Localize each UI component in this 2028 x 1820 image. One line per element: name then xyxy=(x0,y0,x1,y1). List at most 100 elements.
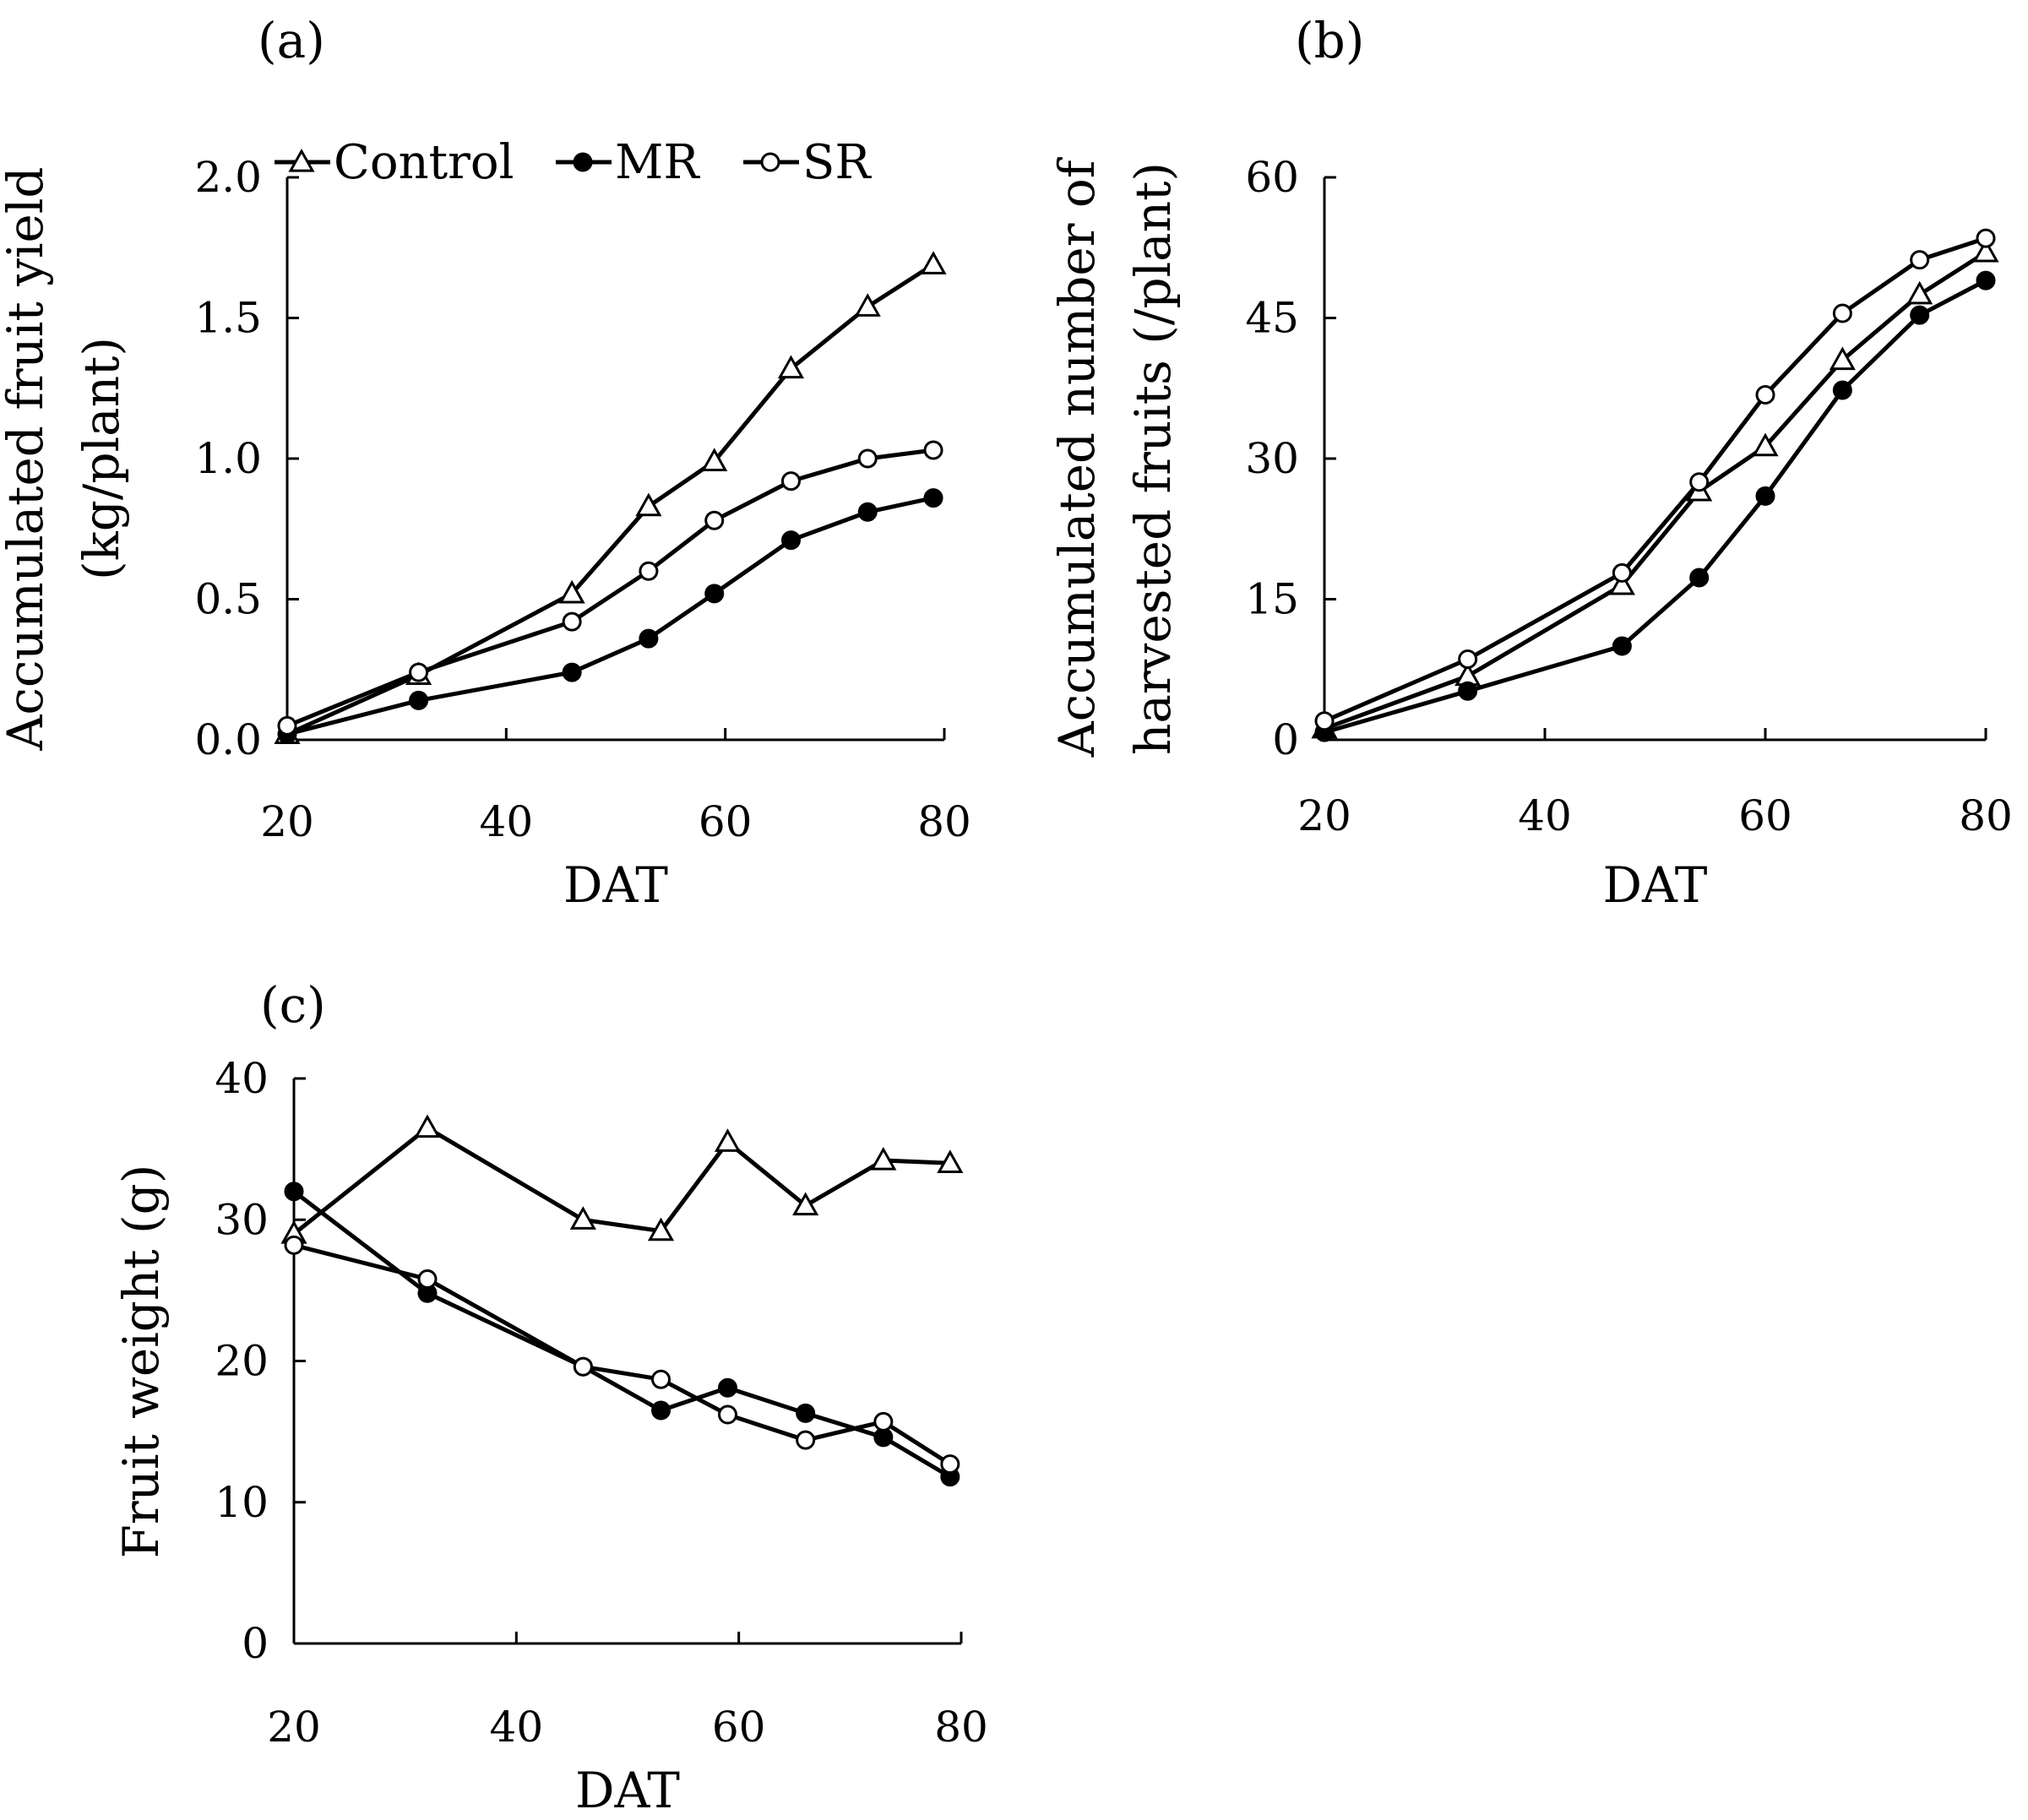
chart-a-y-axis-title: (kg/plant) xyxy=(73,337,130,580)
chart-a-series-sr-point xyxy=(277,715,297,736)
chart-a-y-tick-label: 0.5 xyxy=(194,575,262,624)
chart-c-series-mr-point xyxy=(796,1403,816,1423)
chart-b: (b) 0 15 30 45 60 20 40 60 80 DAT Accumulated numbe… xyxy=(1048,12,2013,914)
chart-a-series-mr-point xyxy=(639,628,659,649)
chart-a-legend-label: MR xyxy=(615,135,700,190)
chart-b-series-sr-point xyxy=(1458,649,1478,670)
chart-a-series-control-point xyxy=(920,251,947,274)
chart-a-series-sr-point xyxy=(639,561,659,581)
chart-b-series-mr-point xyxy=(1612,636,1632,656)
chart-a-legend-marker xyxy=(288,148,315,172)
chart-a-series-sr-point xyxy=(562,611,582,632)
chart-c-series-control-point xyxy=(714,1128,742,1152)
chart-c-series-control-point xyxy=(792,1192,819,1216)
chart-a-series-sr-point xyxy=(409,662,429,682)
chart-b-series-mr-point xyxy=(1910,305,1930,325)
chart-a-panel-label: (a) xyxy=(258,12,325,69)
chart-c-x-tick-label: 60 xyxy=(712,1703,766,1752)
chart-b-y-tick-label: 60 xyxy=(1245,153,1299,202)
chart-c-y-axis-title: Fruit weight (g) xyxy=(112,1165,170,1559)
chart-a-series-sr-point xyxy=(857,448,878,469)
chart-c-series-sr-point xyxy=(873,1411,894,1432)
chart-a-series-mr-point xyxy=(857,502,878,522)
chart-a-series-sr-line xyxy=(286,448,934,728)
chart-c-x-axis-title: DAT xyxy=(575,1762,680,1819)
chart-a-legend-label: Control xyxy=(334,135,514,190)
chart-a-y-axis-title: Accumulated fruit yield xyxy=(0,166,54,751)
chart-c-x-tick-label: 20 xyxy=(267,1703,321,1752)
chart-b-series-sr-point xyxy=(1910,250,1930,270)
chart-b-series-sr-point xyxy=(1314,711,1335,731)
chart-a-legend-label: SR xyxy=(802,135,872,190)
chart-a-series-mr-point xyxy=(704,584,725,604)
chart-a-series-mr-point xyxy=(562,662,582,682)
chart-c-y-tick-label: 30 xyxy=(215,1195,269,1244)
chart-a-series-mr-point xyxy=(780,530,801,551)
chart-a-series-control-point xyxy=(635,492,662,517)
chart-b-series-control-point xyxy=(1906,280,1933,305)
chart-b-series-mr-point xyxy=(1689,568,1710,588)
chart-b-series-mr-point xyxy=(1976,270,1996,291)
chart-b-y-axis-title: harvested fruits (/plant) xyxy=(1124,162,1182,755)
chart-c-series-mr-point xyxy=(651,1400,671,1421)
chart-b-y-tick-label: 15 xyxy=(1245,575,1299,624)
chart-c: (c) 0 10 20 30 40 20 40 60 80 DAT Fruit weight (g) xyxy=(112,976,988,1819)
chart-c-y-tick-label: 0 xyxy=(242,1619,269,1668)
chart-c-series-sr-point xyxy=(284,1235,304,1255)
chart-a-series-mr-point xyxy=(923,488,943,508)
chart-b-series-mr-point xyxy=(1755,486,1775,506)
chart-a-series-control-point xyxy=(777,355,805,379)
chart-c-series-control-line xyxy=(292,1126,950,1236)
chart-a-x-tick-label: 20 xyxy=(260,797,314,846)
chart-b-x-tick-label: 80 xyxy=(1959,791,2013,840)
chart-b-x-tick-label: 40 xyxy=(1518,791,1572,840)
chart-c-x-tick-label: 80 xyxy=(934,1703,988,1752)
chart-c-series-control-point xyxy=(569,1206,596,1230)
chart-a-x-tick-label: 60 xyxy=(699,797,753,846)
chart-b-x-tick-label: 60 xyxy=(1738,791,1792,840)
chart-a-legend-marker xyxy=(573,152,593,172)
chart-b-series-control-point xyxy=(1972,238,1999,263)
chart-b-series-mr-point xyxy=(1458,681,1478,701)
chart-c-series-sr-point xyxy=(940,1454,960,1475)
chart-c-series-control-point xyxy=(870,1146,897,1171)
chart-a-series-sr-point xyxy=(780,471,801,492)
chart-c-series-sr-point xyxy=(651,1369,671,1389)
chart-b-series-mr-line xyxy=(1324,278,1987,735)
chart-c-series-sr-point xyxy=(417,1269,438,1289)
chart-c-x-tick-label: 40 xyxy=(490,1703,544,1752)
chart-a-y-tick-label: 1.0 xyxy=(194,434,262,483)
chart-a: (a) 0.0 0.5 1.0 1.5 2.0 20 40 60 80 DAT Accumulated… xyxy=(0,12,971,914)
chart-b-x-tick-label: 20 xyxy=(1297,791,1351,840)
chart-a-series-control-line xyxy=(285,263,935,736)
chart-c-series-mr-point xyxy=(718,1377,737,1398)
chart-c-y-tick-label: 10 xyxy=(215,1478,269,1527)
chart-b-panel-label: (b) xyxy=(1295,12,1364,69)
chart-a-series-mr-line xyxy=(286,496,934,736)
chart-c-y-tick-label: 40 xyxy=(215,1054,269,1103)
chart-c-series-sr-line xyxy=(293,1242,952,1466)
chart-c-series-control-point xyxy=(414,1114,441,1138)
chart-c-series-sr-point xyxy=(718,1404,737,1425)
chart-c-y-tick-label: 20 xyxy=(215,1337,269,1386)
chart-c-series-control-point xyxy=(937,1149,964,1173)
chart-a-y-tick-label: 1.5 xyxy=(194,294,262,343)
chart-c-panel-label: (c) xyxy=(260,976,326,1034)
chart-a-x-tick-label: 80 xyxy=(917,797,971,846)
chart-a-y-tick-label: 2.0 xyxy=(194,153,262,202)
chart-b-series-control-point xyxy=(1608,571,1635,595)
chart-a-legend: Control MR SR xyxy=(275,135,872,190)
chart-c-series-mr-point xyxy=(284,1182,304,1202)
chart-a-series-sr-point xyxy=(923,440,943,460)
chart-b-y-axis-title: Accumulated number of xyxy=(1048,157,1106,758)
chart-b-series-control-point xyxy=(1829,346,1856,371)
chart-a-series-control-point xyxy=(701,448,728,471)
chart-a-series-mr-point xyxy=(409,690,429,710)
chart-b-x-axis-title: DAT xyxy=(1603,856,1708,914)
chart-a-series-control-point xyxy=(854,293,881,317)
chart-b-series-mr-point xyxy=(1832,380,1852,400)
chart-b-y-tick-label: 0 xyxy=(1272,715,1299,764)
chart-a-y-tick-label: 0.0 xyxy=(194,715,262,764)
chart-b-series-sr-point xyxy=(1612,562,1632,583)
